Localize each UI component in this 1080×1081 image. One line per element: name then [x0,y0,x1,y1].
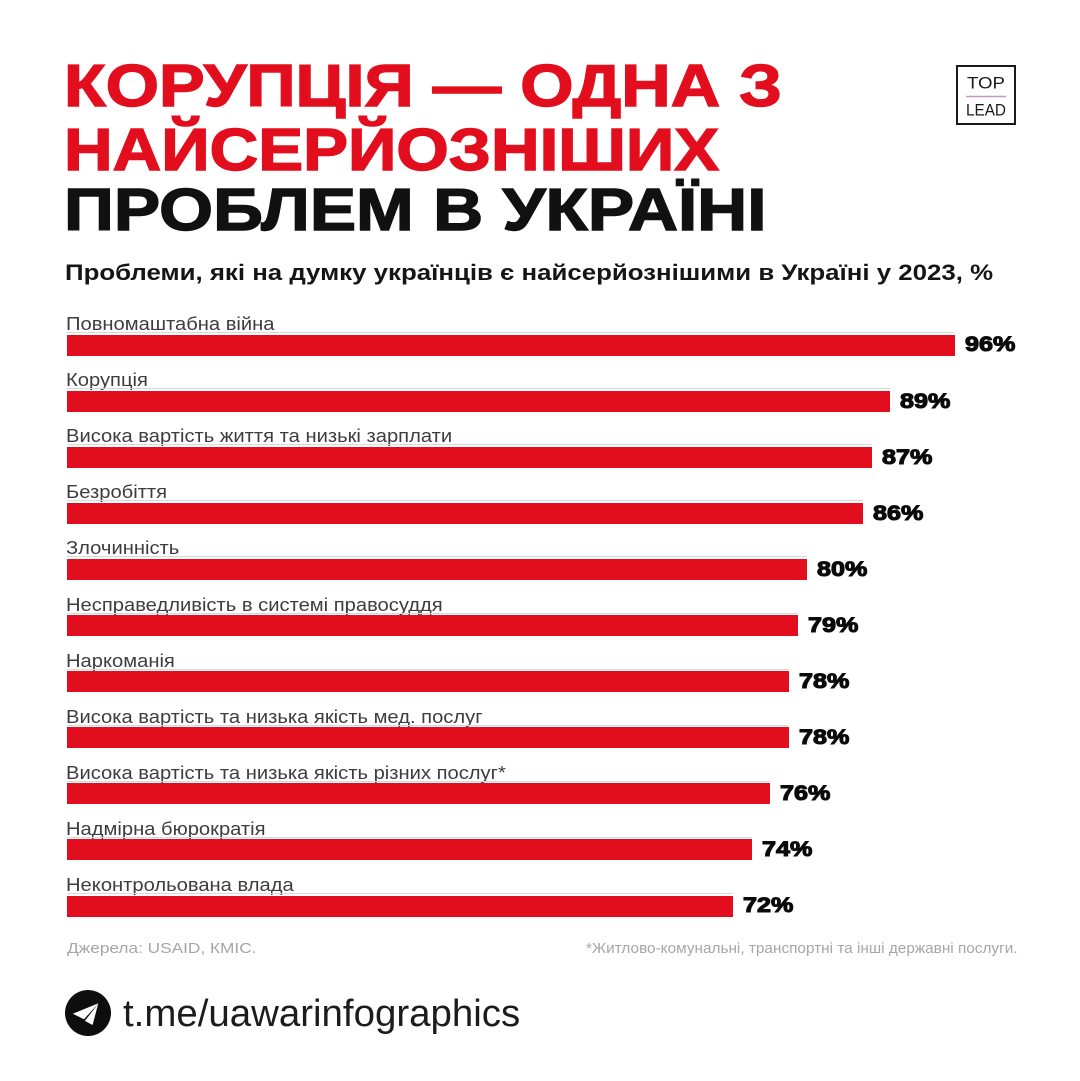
svg-text:TOP: TOP [967,74,1005,93]
svg-text:LEAD: LEAD [966,101,1006,120]
